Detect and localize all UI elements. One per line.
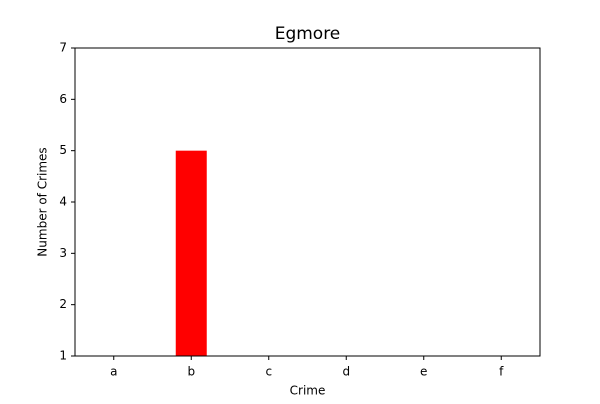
y-tick-label: 6 [59,92,67,106]
x-tick-label: a [110,365,117,379]
y-tick-label: 4 [59,195,67,209]
x-tick-label: b [187,365,195,379]
y-tick-label: 3 [59,246,67,260]
y-tick-label: 2 [59,297,67,311]
x-tick-label: c [265,365,272,379]
y-tick-label: 7 [59,41,67,55]
x-tick-label: d [342,365,350,379]
axes-frame [74,47,541,357]
bar [175,150,207,356]
y-tick-label: 1 [59,349,67,363]
plot-area [175,150,207,356]
x-tick-label: e [420,365,427,379]
x-tick-label: f [499,365,504,379]
chart-title: Egmore [275,24,341,44]
y-axis-label: Number of Crimes [36,147,50,256]
y-tick-label: 5 [59,143,67,157]
x-axis-label: Crime [290,384,326,398]
